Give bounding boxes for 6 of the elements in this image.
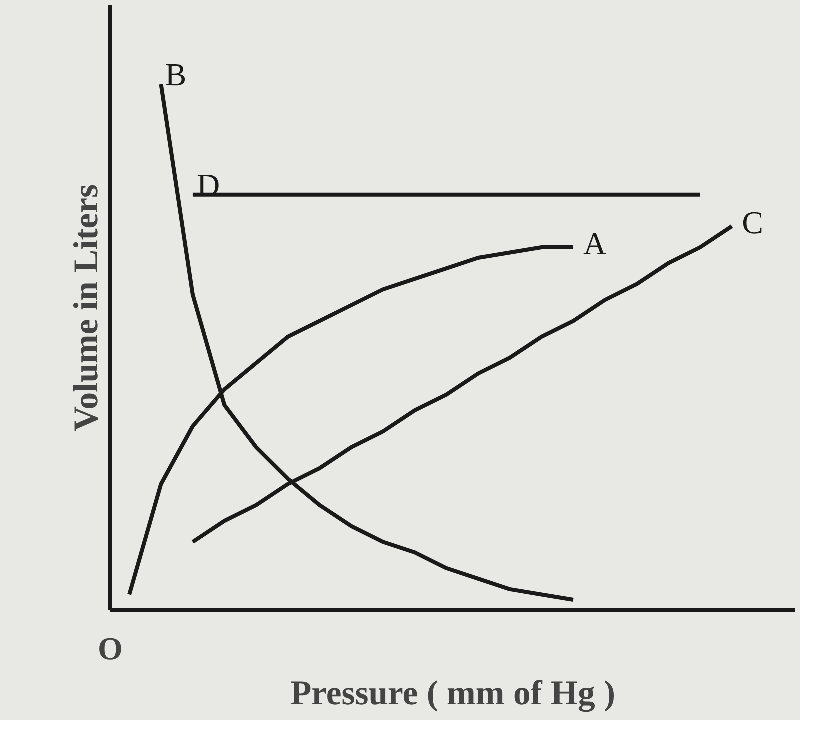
series-label: C (742, 204, 764, 240)
series-label: B (165, 56, 187, 92)
y-axis-title: Volume in Liters (68, 184, 106, 432)
x-axis-title: Pressure ( mm of Hg ) (290, 674, 616, 712)
series-label: A (584, 226, 607, 262)
text: O (98, 630, 123, 666)
